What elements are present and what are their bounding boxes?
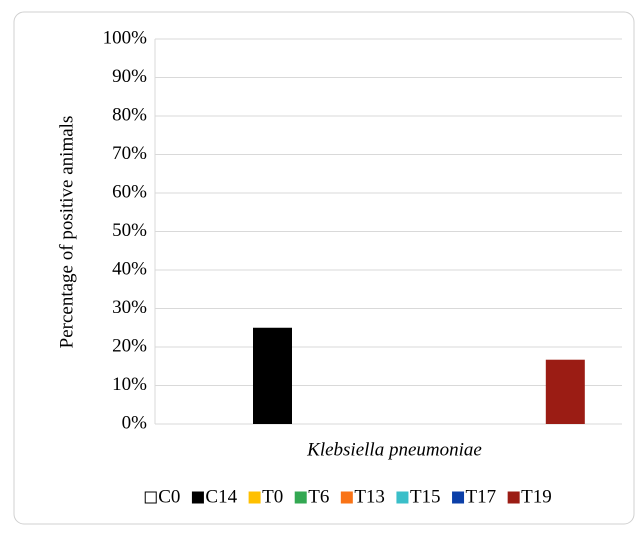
y-tick-label: 0% bbox=[122, 412, 148, 433]
legend-label: C0 bbox=[158, 486, 180, 507]
legend-swatch bbox=[452, 491, 465, 504]
legend-label: T0 bbox=[262, 486, 283, 507]
y-tick-label: 60% bbox=[112, 181, 147, 202]
legend-swatch bbox=[248, 491, 261, 504]
y-tick-label: 40% bbox=[112, 258, 147, 279]
y-tick-label: 80% bbox=[112, 104, 147, 125]
y-tick-label: 70% bbox=[112, 143, 147, 164]
y-tick-label: 30% bbox=[112, 297, 147, 318]
y-tick-label: 50% bbox=[112, 220, 147, 241]
y-tick-label: 10% bbox=[112, 374, 147, 395]
legend-swatch bbox=[507, 491, 520, 504]
legend-label: T13 bbox=[354, 486, 385, 507]
legend-swatch bbox=[191, 491, 204, 504]
legend-swatch bbox=[340, 491, 353, 504]
legend-label: T17 bbox=[466, 486, 497, 507]
legend-label: T15 bbox=[410, 486, 441, 507]
y-tick-label: 100% bbox=[103, 27, 148, 48]
legend-swatch bbox=[144, 491, 157, 504]
legend-label: T6 bbox=[308, 486, 329, 507]
bar bbox=[253, 327, 292, 424]
x-tick-label: Klebsiella pneumoniae bbox=[306, 439, 482, 460]
legend-swatch bbox=[294, 491, 307, 504]
legend-swatch bbox=[396, 491, 409, 504]
bar bbox=[545, 359, 585, 424]
y-tick-label: 20% bbox=[112, 335, 147, 356]
legend-label: C14 bbox=[205, 486, 237, 507]
chart-frame bbox=[13, 11, 635, 525]
legend-label: T19 bbox=[521, 486, 552, 507]
y-axis-title: Percentage of positive animals bbox=[56, 116, 77, 349]
y-tick-label: 90% bbox=[112, 66, 147, 87]
